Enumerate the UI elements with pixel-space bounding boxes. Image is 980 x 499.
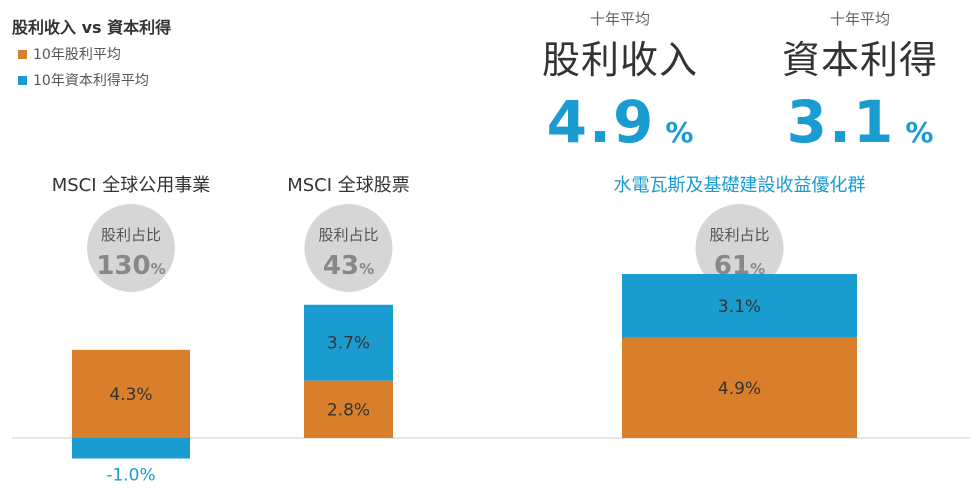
- dividend-share-circle: [304, 204, 393, 292]
- data-label-dividend: 4.3%: [109, 385, 152, 405]
- category-label: MSCI 全球股票: [287, 175, 410, 196]
- data-label-dividend: 2.8%: [327, 400, 370, 420]
- bar-segment-capital-gain: [304, 304, 393, 381]
- dividend-share-label: 股利占比: [709, 226, 769, 244]
- bar-segment-dividend: [622, 337, 857, 438]
- kpi-dividend-title: 股利收入: [541, 38, 698, 82]
- kpi-capital-gain-value-wrap: 3.1%: [760, 88, 960, 156]
- kpi-capital-gain-value: 3.1: [786, 88, 896, 156]
- bar-segment-capital-gain: [622, 274, 857, 338]
- data-label-capital-gain: -1.0%: [106, 466, 155, 486]
- legend-item-dividend: 10年股利平均: [18, 44, 121, 64]
- legend-label-dividend: 10年股利平均: [33, 47, 121, 63]
- kpi-dividend-value: 4.9: [546, 88, 656, 156]
- kpi-capital-gain-unit: %: [905, 116, 934, 149]
- kpi-dividend-subtitle: 十年平均: [589, 10, 650, 28]
- bar-segment-dividend: [304, 380, 393, 438]
- kpi-capital-gain: 十年平均 資本利得 3.1%: [760, 8, 960, 156]
- dividend-share-label: 股利占比: [101, 226, 161, 244]
- data-label-capital-gain: 3.1%: [718, 297, 761, 317]
- dividend-share-label: 股利占比: [318, 226, 378, 244]
- data-label-capital-gain: 3.7%: [327, 334, 370, 354]
- kpi-capital-gain-title: 資本利得: [781, 38, 938, 82]
- legend-item-capital-gain: 10年資本利得平均: [18, 70, 149, 90]
- legend-swatch-dividend: [18, 49, 27, 59]
- bar-segment-capital-gain: [72, 438, 190, 459]
- category-label: 水電瓦斯及基礎建設收益優化群: [614, 175, 866, 196]
- legend-swatch-capital-gain: [18, 75, 27, 85]
- kpi-dividend-unit: %: [665, 116, 694, 149]
- data-label-dividend: 4.9%: [718, 379, 761, 399]
- dividend-share-circle: [695, 204, 784, 292]
- kpi-dividend: 十年平均 股利收入 4.9%: [520, 8, 720, 156]
- bar-segment-dividend: [72, 349, 190, 438]
- kpi-dividend-value-wrap: 4.9%: [520, 88, 720, 156]
- category-label: MSCI 全球公用事業: [52, 175, 211, 196]
- kpi-capital-gain-subtitle: 十年平均: [829, 10, 890, 28]
- dividend-share-circle: [87, 204, 175, 292]
- legend-label-capital-gain: 10年資本利得平均: [33, 73, 149, 89]
- dividend-share-value: 130%: [96, 251, 165, 281]
- legend-title: 股利收入 vs 資本利得: [12, 18, 172, 37]
- dividend-share-value: 43%: [323, 251, 374, 281]
